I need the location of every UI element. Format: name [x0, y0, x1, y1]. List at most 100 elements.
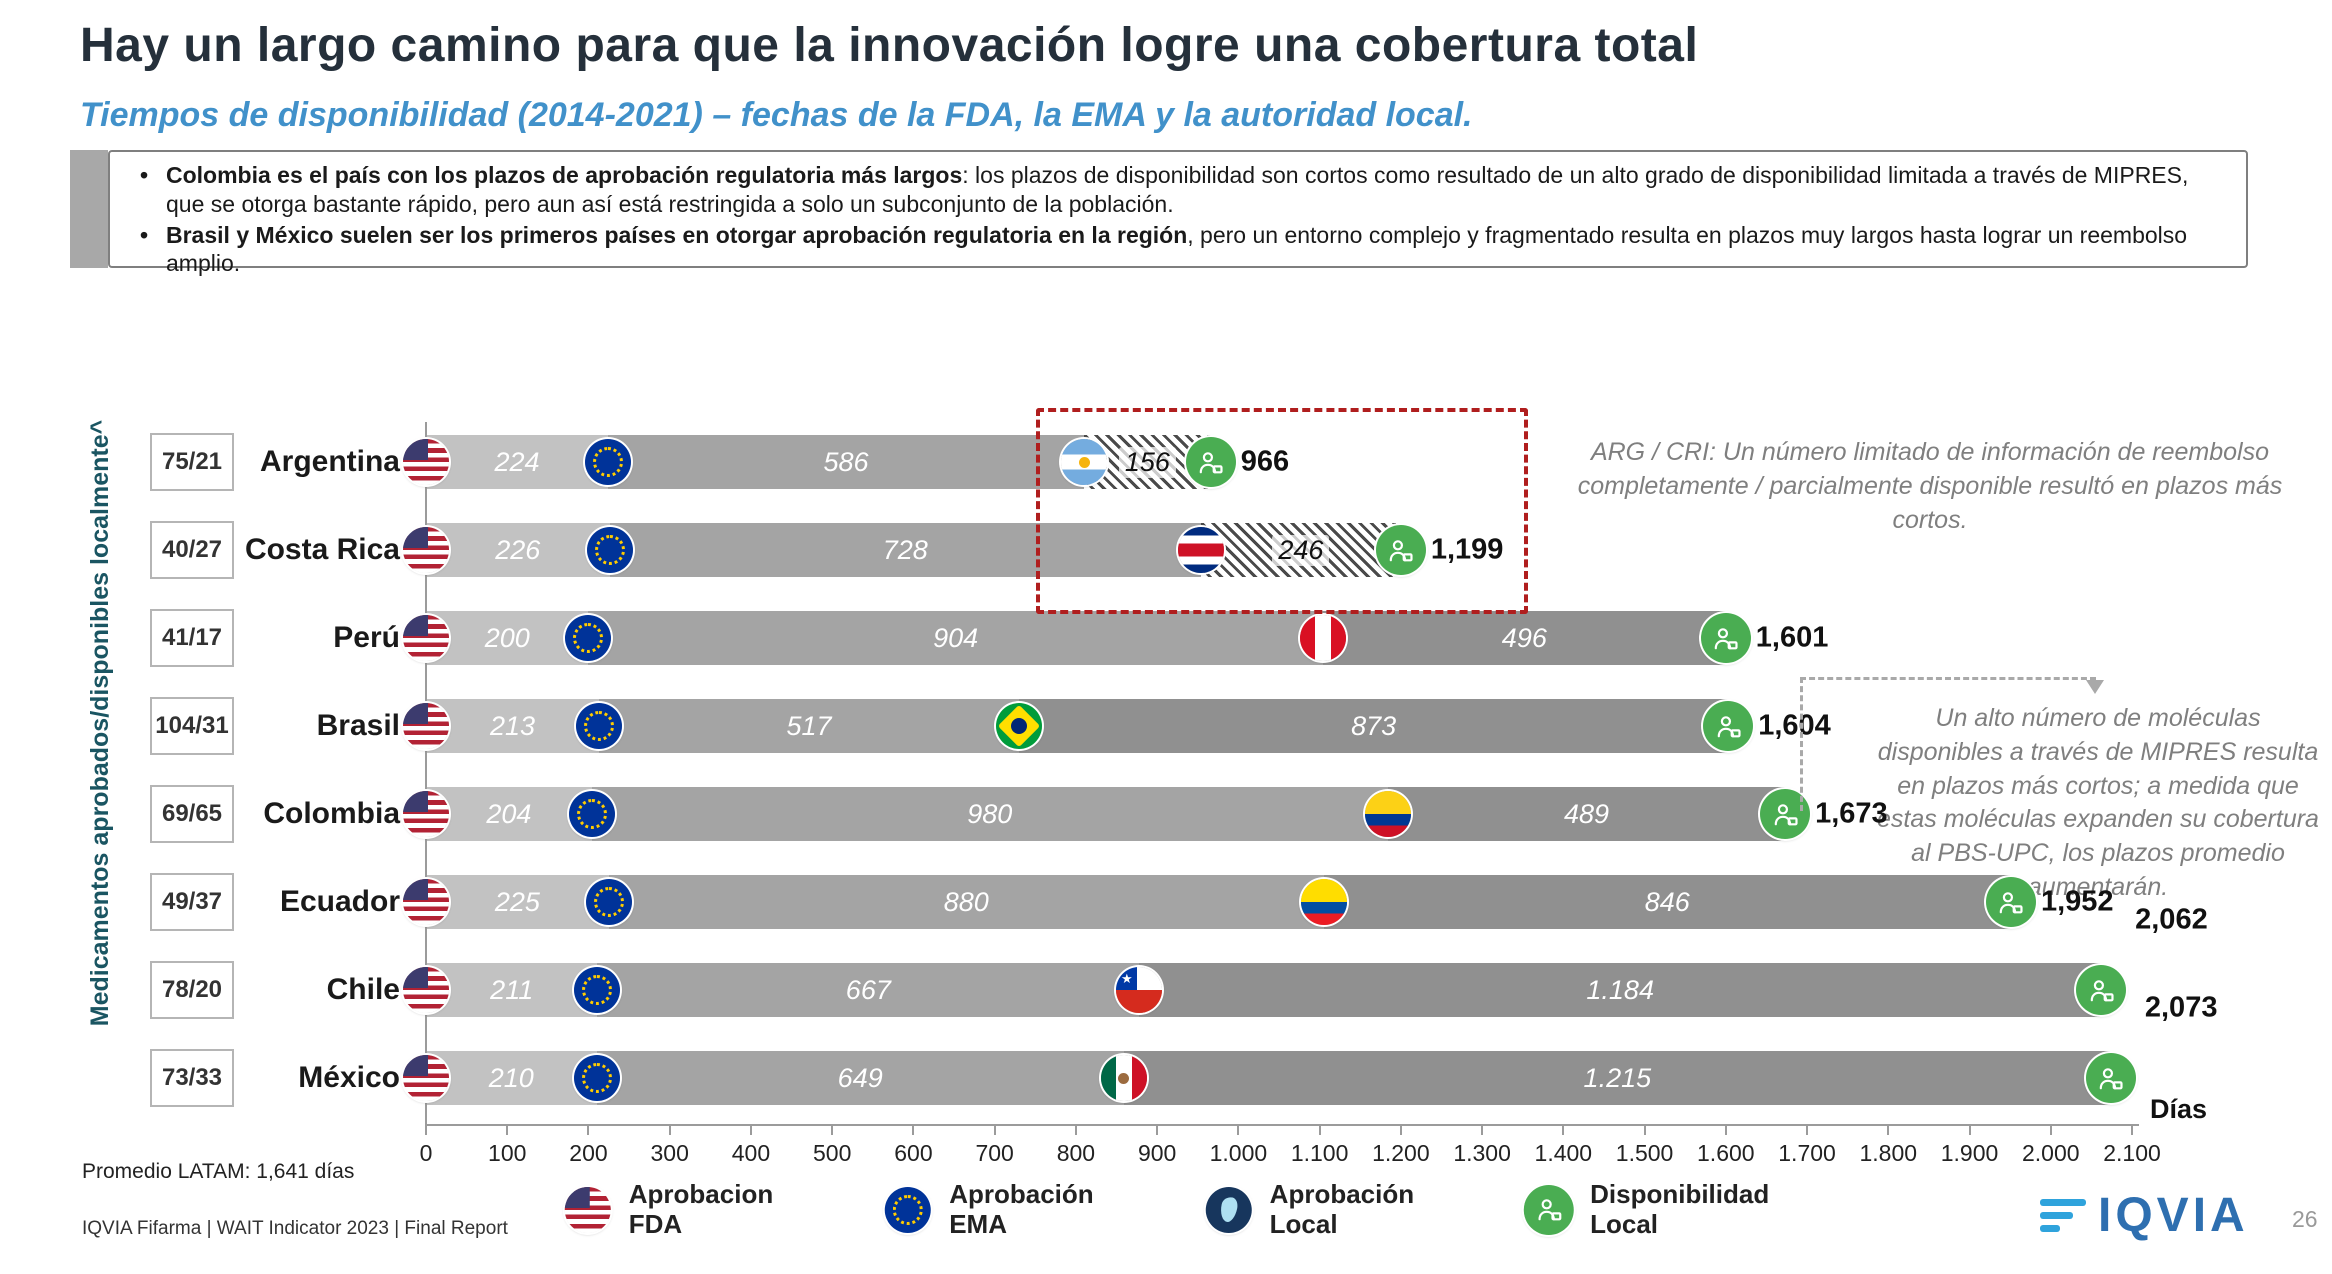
- segment-value: 1.215: [1583, 1062, 1652, 1093]
- legend-label: Aprobación Local: [1269, 1179, 1415, 1239]
- bar-track: 226 728 246 1,199: [403, 506, 2132, 594]
- bar-segment: 246: [1201, 523, 1401, 577]
- bar-segment: 200: [426, 611, 589, 665]
- segment-value: 904: [933, 622, 979, 653]
- segment-value: 200: [484, 622, 530, 653]
- page-title: Hay un largo camino para que la innovaci…: [80, 19, 1699, 72]
- segment-value: 728: [882, 534, 928, 565]
- bar-segment: 904: [588, 611, 1323, 665]
- segment-value: 880: [943, 886, 989, 917]
- callout-bullet-bold: Brasil y México suelen ser los primeros …: [166, 221, 1188, 248]
- tick-mark: [749, 1126, 752, 1135]
- usa-flag-icon: [403, 791, 449, 837]
- local-availability-icon: [2085, 1053, 2136, 1103]
- total-label: 2,062: [2135, 903, 2208, 936]
- bar-segment: 224: [426, 435, 608, 489]
- segment-value: 649: [837, 1062, 883, 1093]
- chart-row: 40/27 Costa Rica 226 728 246 1,199: [150, 506, 2132, 594]
- legend-item: Disponibilidad Local: [1524, 1179, 1769, 1240]
- country-label: México: [298, 1061, 400, 1094]
- argentina-flag-icon: [1061, 439, 1108, 485]
- tick-mark: [1318, 1126, 1321, 1135]
- eu-flag-icon: [885, 1186, 932, 1233]
- iqvia-logo: IQVIA: [2040, 1188, 2249, 1243]
- callout-bullet: Brasil y México suelen ser los primeros …: [134, 221, 2218, 279]
- x-tick-label: 0: [419, 1140, 433, 1166]
- legend-item: Aprobacion FDA: [563, 1179, 774, 1240]
- eu-flag-icon: [565, 615, 612, 661]
- segment-value: 213: [489, 710, 536, 741]
- eu-flag-icon: [574, 967, 621, 1013]
- bar-segment: 728: [609, 523, 1201, 577]
- x-tick-label: 500: [813, 1140, 852, 1166]
- highlight-box-arg-cri: [1036, 408, 1528, 614]
- x-tick-label: 2.000: [2021, 1140, 2080, 1166]
- segment-value: 846: [1644, 886, 1690, 917]
- eu-flag-icon: [573, 1055, 620, 1101]
- tick-mark: [1643, 1126, 1646, 1135]
- chart-row: 41/17 Perú 200 904 496 1,601: [150, 594, 2132, 682]
- segment-value: 489: [1563, 798, 1609, 829]
- stacked-bar: 226 728 246: [426, 523, 2132, 577]
- callout-accent-bar: [70, 150, 108, 268]
- local-availability-icon: [1700, 613, 1751, 663]
- bar-segment: 210: [426, 1051, 597, 1105]
- bar-segment: 1.184: [1139, 963, 2102, 1017]
- chart-row: 73/33 México 210 649 1.215 2,073: [150, 992, 2217, 1122]
- bar-segment: 667: [597, 963, 1140, 1017]
- y-axis-label: Medicamentos aprobados/disponibles local…: [86, 419, 114, 1027]
- ratio-cell: 104/31: [150, 697, 234, 755]
- tick-mark: [1806, 1126, 1809, 1135]
- stacked-bar: 211 667 1.184: [426, 963, 2132, 1017]
- segment-value: 224: [494, 446, 540, 477]
- tick-mark: [831, 1126, 834, 1135]
- x-tick-label: 400: [731, 1140, 771, 1166]
- legend-icon-wrap: [1524, 1184, 1575, 1235]
- ratio-cell: 73/33: [150, 1049, 234, 1107]
- bar-segment: 496: [1322, 611, 1726, 665]
- chart-row: 69/65 Colombia 204 980 489 1,673: [150, 770, 2132, 858]
- costa-rica-flag-icon: [1178, 527, 1224, 573]
- segment-value: 210: [488, 1062, 534, 1093]
- bar-segment: 873: [1019, 699, 1729, 753]
- x-axis-title: Días: [2150, 1094, 2208, 1124]
- bar-track: 211 667 1.184 ★ 2,062: [403, 904, 2208, 1034]
- segment-value: 156: [1118, 446, 1176, 478]
- chart-row: 104/31 Brasil 213 517 873 1,604: [150, 682, 2132, 770]
- legend-icon-wrap: [563, 1185, 613, 1235]
- country-label: Chile: [326, 973, 400, 1006]
- callout-bullets: Colombia es el país con los plazos de ap…: [110, 161, 2246, 278]
- page-subtitle: Tiempos de disponibilidad (2014-2021) – …: [80, 96, 1473, 134]
- total-label: 1,601: [1755, 621, 1829, 654]
- local-availability-icon: [1185, 437, 1236, 487]
- segment-value: 211: [490, 974, 534, 1005]
- tick-mark: [912, 1126, 915, 1135]
- stacked-bar: 225 880 846: [426, 875, 2132, 929]
- tick-mark: [668, 1126, 671, 1135]
- segment-value: 226: [495, 534, 541, 565]
- tick-mark: [1156, 1126, 1159, 1135]
- legend-label: Aprobacion FDA: [628, 1179, 774, 1239]
- total-label: 966: [1240, 445, 1290, 478]
- tick-mark: [1724, 1126, 1727, 1135]
- tick-mark: [1968, 1126, 1971, 1135]
- segment-value: 246: [1272, 534, 1330, 566]
- usa-flag-icon: [403, 879, 449, 925]
- bar-segment: 517: [599, 699, 1020, 753]
- bar-track: 213 517 873 1,604: [403, 682, 2132, 770]
- ratio-cell: 49/37: [150, 873, 234, 931]
- mexico-flag-icon: [1100, 1055, 1147, 1101]
- eu-flag-icon: [585, 879, 632, 925]
- country-label: Colombia: [263, 797, 400, 830]
- total-label: 1,604: [1758, 709, 1831, 742]
- x-tick-label: 1.000: [1209, 1140, 1268, 1166]
- usa-flag-icon: [403, 527, 449, 573]
- x-tick-label: 300: [650, 1140, 689, 1166]
- ratio-cell: 40/27: [150, 521, 234, 579]
- bar-segment: 204: [426, 787, 592, 841]
- segment-value: 225: [494, 886, 540, 917]
- segment-value: 873: [1351, 710, 1397, 741]
- connector-dashed-horizontal: [1800, 677, 2096, 680]
- local-availability-icon: [1375, 525, 1426, 575]
- x-tick-label: 600: [894, 1140, 933, 1166]
